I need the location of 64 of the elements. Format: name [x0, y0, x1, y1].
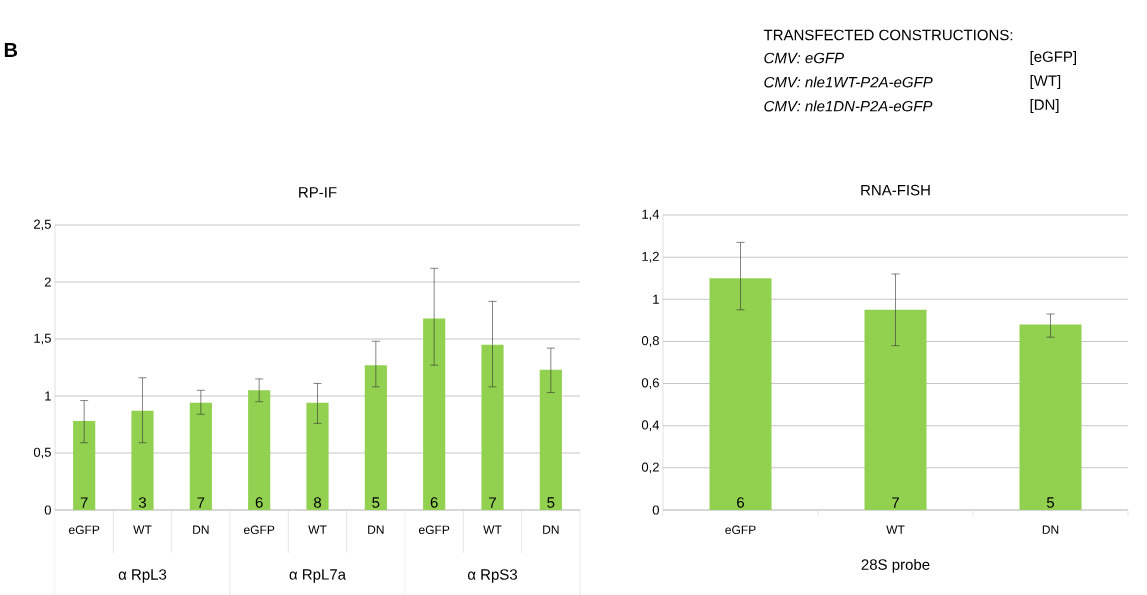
- text: [DN]: [1030, 99, 1059, 113]
- y-tick-label: 2,5: [34, 219, 51, 231]
- bar: [481, 344, 504, 510]
- chart-title: RP-IF: [299, 187, 337, 198]
- text: CMV: nle1WT-P2A-eGFP: [764, 76, 933, 88]
- y-tick-label: 2: [44, 277, 51, 287]
- y-tick-label: 1: [45, 391, 51, 401]
- x-tick-label: DN: [193, 525, 209, 534]
- x-tick-label: eGFP: [419, 525, 450, 535]
- y-tick-label: 1: [653, 294, 659, 304]
- x-tick-label: WT: [133, 525, 152, 534]
- x-tick-label: DN: [543, 525, 559, 534]
- text: α RpS3: [467, 569, 518, 583]
- bar: [364, 365, 387, 510]
- bar: [539, 369, 562, 510]
- annotation: 7: [80, 497, 88, 508]
- bar: [306, 402, 329, 510]
- x-tick-label: DN: [368, 525, 384, 534]
- annotation: 6: [737, 497, 745, 508]
- y-tick-label: 0,4: [641, 420, 660, 432]
- annotation: 5: [372, 497, 380, 508]
- text: CMV: nle1DN-P2A-eGFP: [764, 100, 933, 112]
- x-tick-label: WT: [308, 525, 327, 534]
- y-tick-label: 1,5: [34, 333, 51, 345]
- x-tick-label: DN: [1042, 525, 1059, 534]
- bar: [131, 410, 154, 510]
- annotation: 6: [255, 497, 263, 508]
- y-tick-label: 0,6: [641, 378, 659, 389]
- text: [WT]: [1030, 75, 1061, 89]
- x-tick-label: WT: [483, 525, 502, 534]
- y-tick-label: 0: [652, 505, 659, 515]
- annotation: 3: [138, 497, 147, 508]
- annotation: 5: [547, 497, 555, 508]
- x-tick-label: eGFP: [69, 525, 100, 535]
- bar: [248, 390, 271, 510]
- y-tick-label: 1,4: [642, 209, 660, 221]
- x-axis-title: 28S probe: [861, 558, 930, 573]
- bar: [423, 318, 446, 510]
- text: α RpL3: [118, 569, 167, 583]
- bar: [1019, 324, 1082, 510]
- bar: [709, 278, 772, 510]
- y-tick-label: 0,8: [641, 336, 659, 347]
- x-tick-label: eGFP: [244, 525, 275, 535]
- annotation: 8: [313, 497, 322, 508]
- text: CMV: eGFP: [764, 52, 845, 64]
- annotation: 7: [489, 497, 496, 508]
- text: TRANSFECTED CONSTRUCTIONS:: [763, 29, 1013, 41]
- text: B: [4, 43, 18, 57]
- bar: [864, 309, 927, 510]
- annotation: 6: [430, 497, 438, 508]
- y-tick-label: 0: [44, 505, 51, 515]
- y-tick-label: 0,2: [641, 462, 659, 474]
- chart-title: RNA-FISH: [861, 184, 930, 196]
- y-tick-label: 0,5: [33, 447, 51, 459]
- annotation: 7: [197, 497, 205, 508]
- x-tick-label: WT: [886, 525, 905, 534]
- bar: [189, 402, 212, 510]
- bar: [73, 421, 96, 510]
- text: α RpL7a: [289, 569, 346, 583]
- y-tick-label: 1,2: [642, 251, 659, 263]
- annotation: 7: [892, 497, 899, 508]
- x-tick-label: eGFP: [725, 525, 756, 535]
- annotation: 5: [1046, 497, 1055, 508]
- text: [eGFP]: [1030, 51, 1076, 65]
